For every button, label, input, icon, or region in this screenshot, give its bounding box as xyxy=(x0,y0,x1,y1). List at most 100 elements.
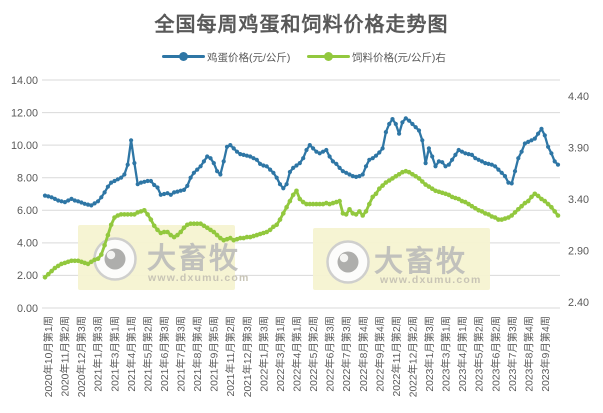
egg-price-line-point xyxy=(330,159,335,164)
x-axis-tick-label: 2023年9月第4周 xyxy=(539,316,552,392)
watermark-brand-text: 大畜牧 xyxy=(374,245,467,278)
egg-price-line-point xyxy=(76,199,81,204)
feed-price-line-point xyxy=(168,232,174,238)
egg-price-line-point xyxy=(165,191,170,196)
egg-price-line-point xyxy=(158,192,163,197)
egg-price-line-point xyxy=(135,182,140,187)
egg-price-line-point xyxy=(211,161,216,166)
x-axis-tick-label: 2023年3月第1周 xyxy=(440,316,453,392)
egg-price-line-point xyxy=(493,164,498,169)
feed-price-line-point xyxy=(396,172,402,177)
egg-price-line-point xyxy=(496,167,501,172)
egg-price-line-point xyxy=(92,201,97,206)
egg-price-line-point xyxy=(231,146,236,151)
egg-price-line-point xyxy=(320,149,326,154)
egg-price-line-point xyxy=(122,172,127,177)
feed-price-line-point xyxy=(72,258,78,264)
egg-price-line-point xyxy=(69,196,74,201)
feed-price-line-point xyxy=(386,178,392,183)
x-axis-tick-label: 2021年4月第1周 xyxy=(125,316,138,392)
feed-price-line-point xyxy=(357,209,362,214)
x-axis-tick-label: 2020年10月第1周 xyxy=(42,316,55,397)
feed-price-line-point xyxy=(416,176,422,181)
egg-price-line-point xyxy=(105,184,110,189)
egg-price-line-point xyxy=(208,156,213,161)
x-axis-tick-label: 2021年7月第3周 xyxy=(175,316,188,392)
feed-price-line-point xyxy=(509,213,514,218)
egg-price-line-point xyxy=(363,164,369,169)
egg-price-line-point xyxy=(360,172,365,177)
feed-price-line-point xyxy=(300,199,306,205)
feed-price-line-point xyxy=(337,198,342,204)
egg-price-line-point xyxy=(542,133,547,138)
egg-price-line-point xyxy=(370,156,375,161)
feed-price-line-point xyxy=(304,201,309,207)
egg-price-line-point xyxy=(304,147,309,153)
egg-price-line-point xyxy=(168,192,173,197)
feed-price-line-point xyxy=(377,186,382,191)
x-axis-tick-label: 2021年8月第4周 xyxy=(191,316,204,392)
egg-price-line-point xyxy=(277,182,283,187)
feed-price-line-point xyxy=(529,194,534,200)
feed-price-line-point xyxy=(456,196,462,202)
feed-price-line-point xyxy=(102,243,107,248)
feed-legend-dot-icon xyxy=(324,52,333,61)
feed-price-line-point xyxy=(128,212,134,217)
watermark-brand-text: 大畜牧 xyxy=(147,242,240,275)
feed-price-line-point xyxy=(151,223,157,229)
egg-price-line-point xyxy=(354,174,359,179)
egg-price-line-point xyxy=(224,144,230,149)
x-axis-tick-label: 2023年8月第4周 xyxy=(522,316,535,392)
right-axis-tick-label: 3.90 xyxy=(568,142,589,154)
right-axis-labels: 2.40 2.90 3.40 3.90 4.40 xyxy=(568,91,589,309)
egg-price-line-point xyxy=(459,149,465,154)
feed-price-line-point xyxy=(532,191,538,197)
egg-price-line-point xyxy=(410,121,415,127)
feed-price-line-point xyxy=(479,209,485,214)
x-axis-tick-label: 2022年5月第2周 xyxy=(307,316,320,392)
egg-price-line-point xyxy=(244,153,249,158)
left-axis-tick-label: 12.00 xyxy=(11,107,38,119)
feed-price-line-point xyxy=(132,212,137,217)
egg-price-line-point xyxy=(155,185,160,190)
feed-price-line-point xyxy=(363,209,369,214)
watermark-eye-pupil-icon xyxy=(104,248,126,270)
egg-price-line-point xyxy=(407,118,412,123)
egg-price-line-point xyxy=(420,138,425,143)
egg-price-line-point xyxy=(274,175,279,180)
right-axis-tick-label: 2.90 xyxy=(568,245,589,257)
feed-price-line-point xyxy=(552,209,557,214)
egg-price-line-point xyxy=(72,198,77,203)
feed-price-line-point xyxy=(373,191,379,197)
egg-price-line-point xyxy=(357,174,362,179)
feed-price-line-point xyxy=(519,203,524,209)
egg-price-line-point xyxy=(198,164,203,169)
x-axis-tick-label: 2020年12月第3周 xyxy=(75,316,88,397)
egg-price-line-point xyxy=(413,125,418,130)
feed-price-line-point xyxy=(360,213,366,218)
egg-price-line-point xyxy=(248,154,253,159)
left-axis-tick-label: 8.00 xyxy=(17,173,38,185)
egg-price-line-point xyxy=(178,188,183,193)
egg-price-line-point xyxy=(397,131,402,136)
egg-price-line-point xyxy=(509,181,514,186)
x-axis-tick-label: 2021年12月第3周 xyxy=(241,316,254,397)
egg-price-line-point xyxy=(129,138,134,143)
egg-legend-dot-icon xyxy=(179,52,188,61)
right-axis-tick-label: 3.40 xyxy=(568,194,589,206)
feed-price-line-point xyxy=(99,252,104,257)
feed-price-line-point xyxy=(238,235,243,241)
egg-price-line-point xyxy=(125,162,130,167)
feed-price-line-point xyxy=(314,201,319,207)
feed-price-line-point xyxy=(469,203,475,209)
egg-price-line-point xyxy=(62,200,67,205)
feed-price-line-point xyxy=(347,207,352,212)
feed-price-line-point xyxy=(274,222,280,228)
egg-price-line-point xyxy=(85,202,91,207)
egg-price-line-point xyxy=(512,169,518,174)
feed-price-line-point xyxy=(89,259,94,265)
egg-price-line-point xyxy=(234,149,240,154)
egg-price-line-point xyxy=(297,161,302,166)
feed-price-line-point xyxy=(69,258,74,264)
